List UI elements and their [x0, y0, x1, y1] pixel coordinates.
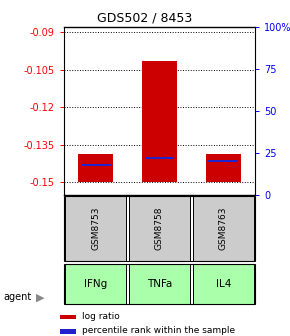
Text: IL4: IL4 — [215, 279, 231, 289]
Bar — [193, 196, 254, 261]
Text: TNFa: TNFa — [147, 279, 172, 289]
Text: GSM8753: GSM8753 — [91, 207, 100, 250]
Bar — [209, 160, 238, 162]
Text: GSM8758: GSM8758 — [155, 207, 164, 250]
Text: GSM8763: GSM8763 — [219, 207, 228, 250]
Text: ▶: ▶ — [36, 292, 45, 302]
Bar — [206, 154, 241, 182]
Bar — [78, 154, 113, 182]
Text: IFNg: IFNg — [84, 279, 107, 289]
Text: agent: agent — [3, 292, 31, 302]
Bar — [65, 264, 126, 304]
Bar — [60, 329, 76, 334]
Bar — [142, 61, 177, 182]
Bar — [129, 196, 190, 261]
Bar — [145, 157, 174, 159]
Bar — [129, 264, 190, 304]
Text: log ratio: log ratio — [82, 312, 120, 321]
Text: GDS502 / 8453: GDS502 / 8453 — [97, 12, 193, 25]
Text: percentile rank within the sample: percentile rank within the sample — [82, 326, 235, 335]
Bar — [193, 264, 254, 304]
Bar — [65, 196, 126, 261]
Bar — [81, 164, 110, 166]
Bar — [60, 315, 76, 319]
